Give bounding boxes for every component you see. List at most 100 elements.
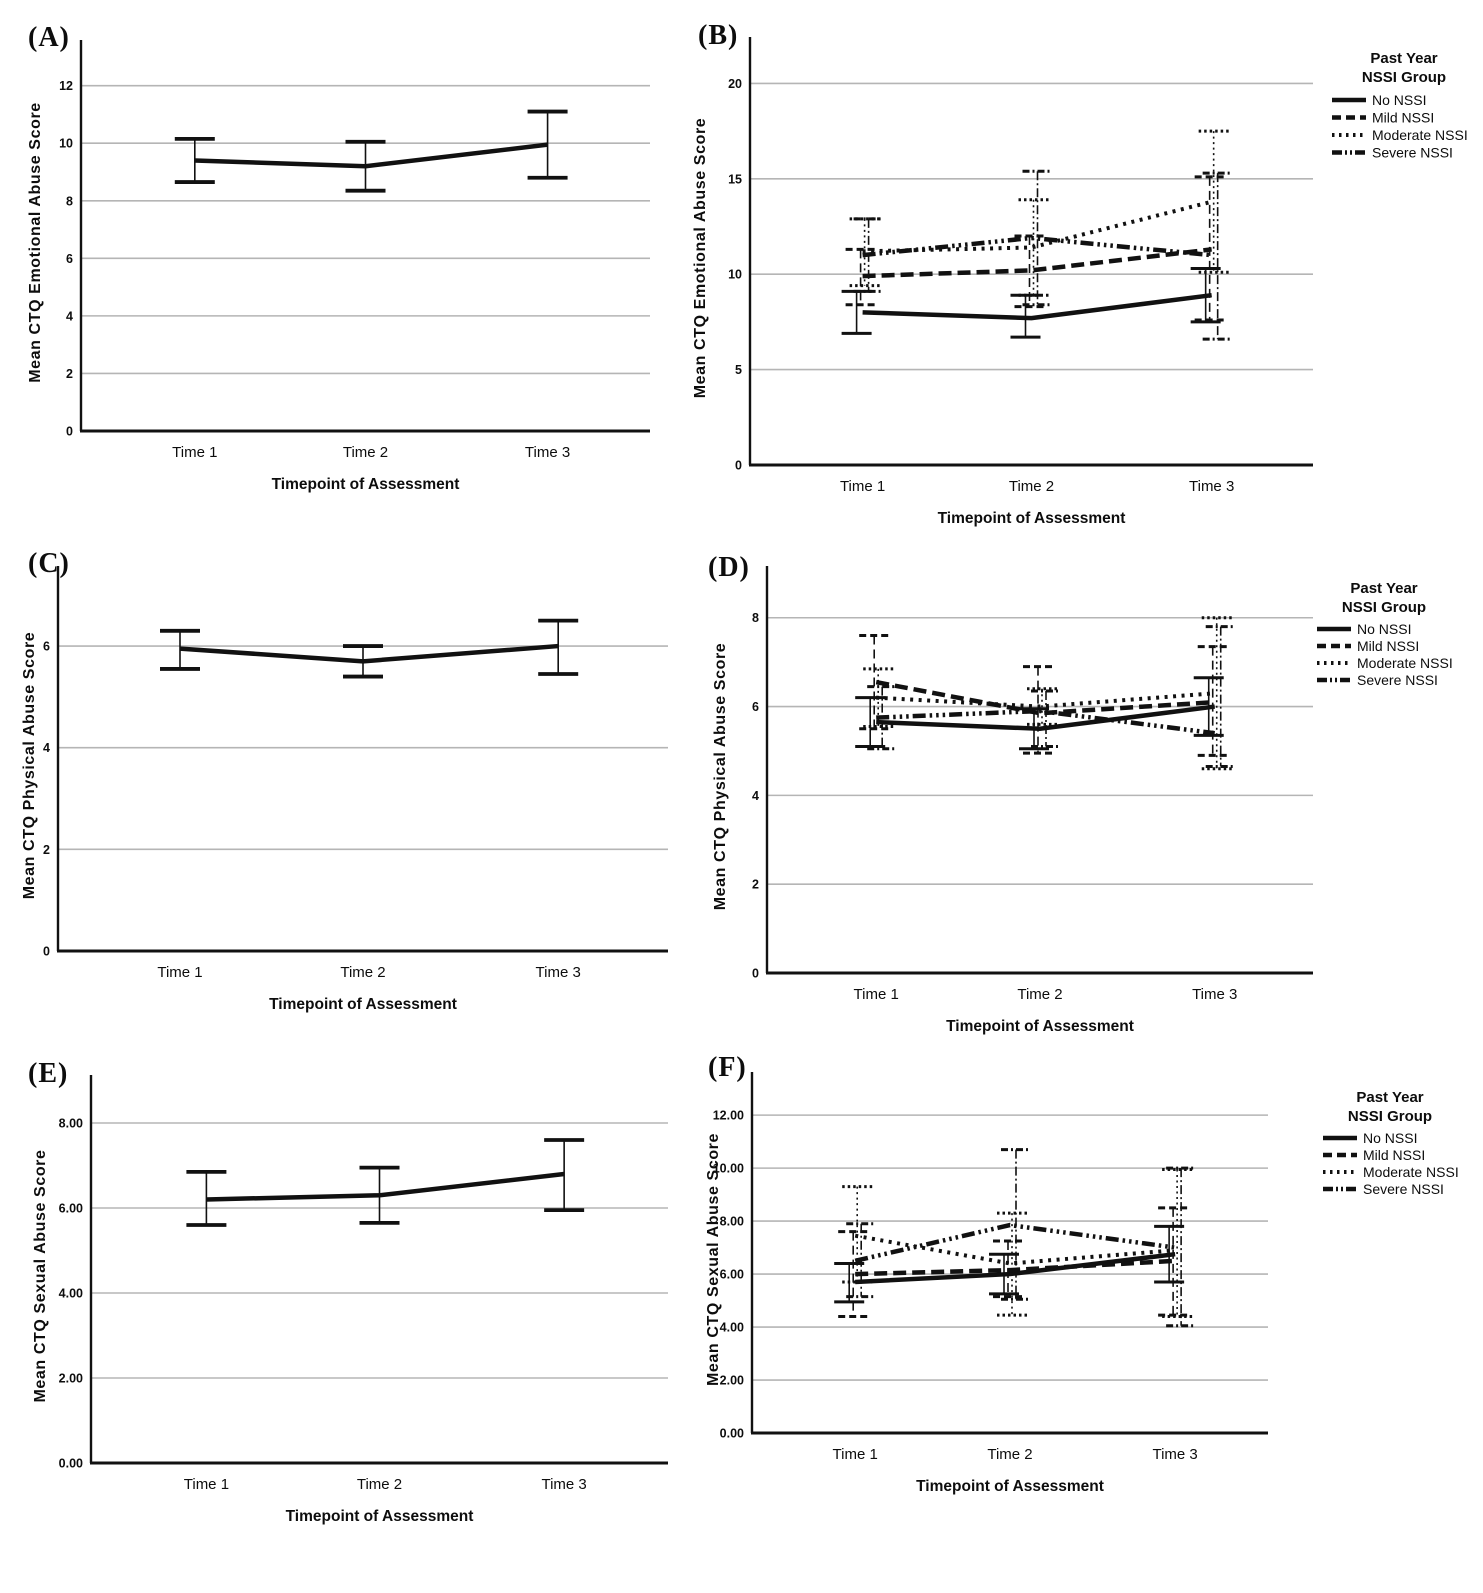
panel-letter-f: (F) — [708, 1052, 747, 1083]
gridlines — [81, 84, 650, 375]
svg-text:6: 6 — [752, 700, 759, 714]
svg-text:8.00: 8.00 — [59, 1117, 83, 1131]
chart-svg-b: 0 5 10 15 20 Time 1 Time 2 Time 3 Timepoint of A… — [692, 37, 1468, 527]
x-category-labels: Time 1 Time 2 Time 3 — [833, 1446, 1198, 1463]
svg-text:10: 10 — [59, 137, 73, 151]
svg-text:12: 12 — [59, 79, 73, 93]
y-tick-labels: 0.00 2.00 4.00 6.00 8.00 10.00 12.00 — [713, 1109, 744, 1441]
svg-text:Time 2: Time 2 — [987, 1446, 1032, 1463]
y-tick-labels: 0 2 4 6 — [43, 640, 50, 959]
x-category-labels: Time 1 Time 2 Time 3 — [184, 1476, 587, 1493]
svg-text:Severe NSSI: Severe NSSI — [1372, 145, 1453, 161]
svg-text:Time 2: Time 2 — [1017, 986, 1062, 1003]
svg-text:No NSSI: No NSSI — [1363, 1130, 1417, 1146]
svg-text:6: 6 — [43, 640, 50, 654]
panel-letter-d: (D) — [708, 552, 750, 583]
series-lines — [854, 1222, 1176, 1285]
svg-text:Time 1: Time 1 — [833, 1446, 878, 1463]
series-lines — [179, 643, 559, 664]
svg-text:Time 3: Time 3 — [536, 964, 581, 981]
error-bars — [855, 616, 1236, 771]
svg-text:2: 2 — [66, 367, 73, 381]
svg-text:6.00: 6.00 — [59, 1202, 83, 1216]
svg-text:Time 3: Time 3 — [1192, 986, 1237, 1003]
y-axis-title-c: Mean CTQ Physical Abuse Score — [21, 632, 38, 900]
svg-text:Past Year: Past Year — [1356, 1089, 1423, 1106]
x-category-labels: Time 1 Time 2 Time 3 — [854, 986, 1238, 1003]
svg-text:Mild NSSI: Mild NSSI — [1357, 638, 1419, 654]
svg-text:4.00: 4.00 — [59, 1287, 83, 1301]
y-axis-title-b: Mean CTQ Emotional Abuse Score — [692, 118, 709, 399]
svg-text:Time 2: Time 2 — [357, 1476, 402, 1493]
svg-text:0.00: 0.00 — [59, 1457, 83, 1471]
legend: Past Year NSSI Group No NSSI Mild NSSIModer… — [1332, 50, 1468, 161]
svg-text:No NSSI: No NSSI — [1357, 621, 1411, 637]
gridlines — [767, 616, 1313, 885]
svg-text:Moderate NSSI: Moderate NSSI — [1372, 127, 1468, 143]
svg-text:0: 0 — [735, 459, 742, 473]
svg-text:0: 0 — [66, 425, 73, 439]
svg-text:0: 0 — [43, 945, 50, 959]
axes — [765, 566, 1313, 975]
svg-text:Past Year: Past Year — [1350, 580, 1417, 597]
svg-text:0: 0 — [752, 967, 759, 981]
svg-text:4.00: 4.00 — [720, 1321, 744, 1335]
svg-text:Past Year: Past Year — [1370, 50, 1437, 67]
svg-text:4: 4 — [43, 741, 50, 755]
gridlines — [752, 1114, 1268, 1381]
svg-text:Mild NSSI: Mild NSSI — [1372, 110, 1434, 126]
gridlines — [750, 82, 1313, 371]
y-axis-title-f: Mean CTQ Sexual Abuse Score — [705, 1133, 722, 1386]
axes — [79, 40, 650, 433]
svg-text:8.00: 8.00 — [720, 1215, 744, 1229]
svg-text:6: 6 — [66, 252, 73, 266]
axes — [89, 1075, 668, 1465]
y-axis-title-e: Mean CTQ Sexual Abuse Score — [32, 1149, 49, 1402]
svg-text:12.00: 12.00 — [713, 1109, 744, 1123]
y-tick-labels: 0 2 4 6 8 — [752, 611, 759, 980]
chart-svg-a: 0 2 4 6 8 10 12 Time 1 Time 2 Time 3 Timepoint of … — [27, 40, 650, 493]
svg-text:Mild NSSI: Mild NSSI — [1363, 1147, 1425, 1163]
svg-text:10.00: 10.00 — [713, 1162, 744, 1176]
axes — [748, 37, 1313, 467]
x-category-labels: Time 1 Time 2 Time 3 — [157, 964, 580, 981]
svg-text:Time 2: Time 2 — [340, 964, 385, 981]
y-axis-title-a: Mean CTQ Emotional Abuse Score — [27, 102, 44, 383]
panel-letter-a: (A) — [28, 22, 70, 53]
svg-text:2.00: 2.00 — [59, 1372, 83, 1386]
y-axis-title-d: Mean CTQ Physical Abuse Score — [712, 643, 729, 911]
svg-text:Moderate NSSI: Moderate NSSI — [1363, 1164, 1459, 1180]
series-lines — [862, 199, 1213, 321]
panel-e-sexual-abuse-overall-chart: 0.00 2.00 4.00 6.00 8.00 Time 1 Time 2 Time 3 Ti… — [20, 1050, 700, 1593]
gridlines — [91, 1122, 668, 1379]
svg-text:Moderate NSSI: Moderate NSSI — [1357, 655, 1453, 671]
x-axis-title-c: Timepoint of Assessment — [269, 996, 457, 1013]
svg-text:2.00: 2.00 — [720, 1374, 744, 1388]
svg-text:Time 3: Time 3 — [1152, 1446, 1197, 1463]
x-category-labels: Time 1 Time 2 Time 3 — [172, 444, 570, 461]
chart-svg-e: 0.00 2.00 4.00 6.00 8.00 Time 1 Time 2 Time 3Ti… — [32, 1075, 668, 1525]
svg-text:0.00: 0.00 — [720, 1427, 744, 1441]
svg-text:6.00: 6.00 — [720, 1268, 744, 1282]
y-tick-labels: 0.00 2.00 4.00 6.00 8.00 — [59, 1117, 83, 1471]
svg-text:Time 1: Time 1 — [184, 1476, 229, 1493]
panel-c-physical-abuse-overall-chart: 0 2 4 6 Time 1 Time 2 Time 3 Timepoint of Asses… — [20, 540, 680, 1050]
panel-letter-c: (C) — [28, 548, 70, 579]
series-lines — [206, 1171, 565, 1202]
axes — [56, 566, 668, 953]
svg-text:Time 3: Time 3 — [1189, 478, 1234, 495]
svg-text:Time 1: Time 1 — [854, 986, 899, 1003]
chart-svg-c: 0 2 4 6 Time 1 Time 2 Time 3 Timepoint of Asses… — [21, 566, 668, 1013]
x-axis-title-d: Timepoint of Assessment — [946, 1018, 1134, 1035]
svg-text:Severe NSSI: Severe NSSI — [1357, 672, 1438, 688]
svg-text:No NSSI: No NSSI — [1372, 92, 1426, 108]
x-axis-title-b: Timepoint of Assessment — [938, 510, 1126, 527]
svg-text:NSSI Group: NSSI Group — [1362, 69, 1446, 86]
svg-text:4: 4 — [66, 309, 73, 323]
x-category-labels: Time 1 Time 2 Time 3 — [840, 478, 1234, 495]
svg-text:Time 3: Time 3 — [541, 1476, 586, 1493]
x-axis-title-a: Timepoint of Assessment — [272, 476, 460, 493]
